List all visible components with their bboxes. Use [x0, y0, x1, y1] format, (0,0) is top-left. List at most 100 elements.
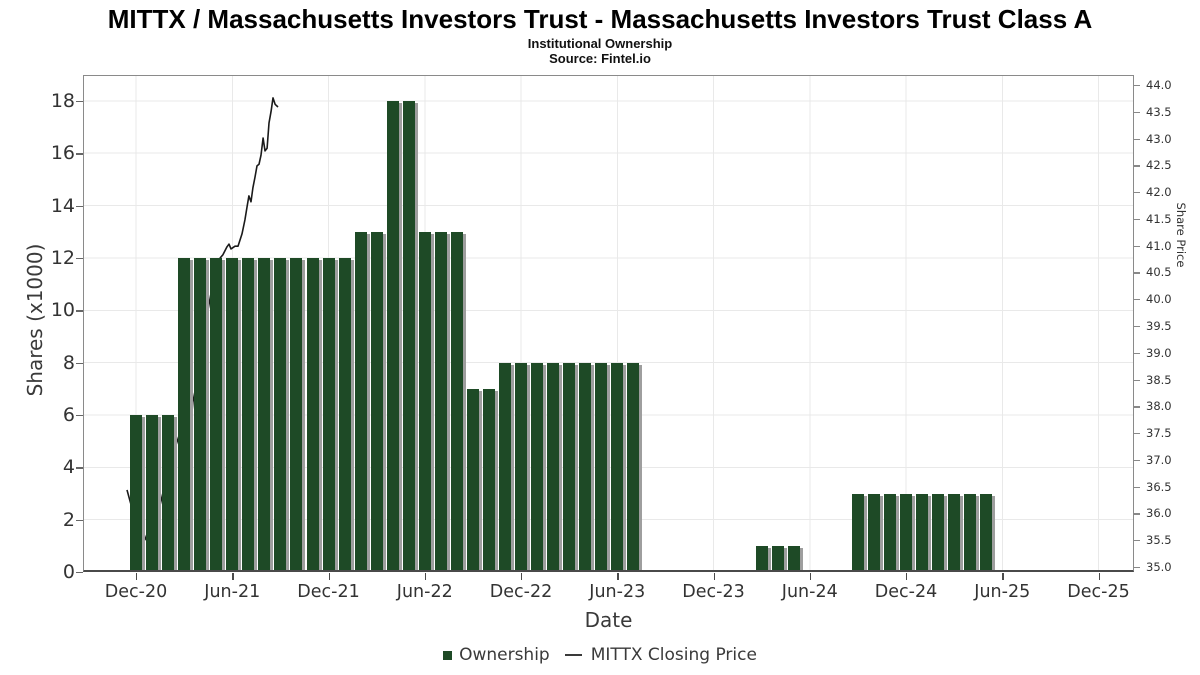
ownership-bar	[178, 257, 191, 572]
ownership-bar	[531, 362, 544, 572]
legend-price-line-swatch	[564, 653, 582, 657]
price-axis-tick-label: 38.5	[1146, 372, 1172, 387]
price-axis-tick	[1134, 272, 1140, 274]
ownership-bar	[579, 362, 592, 572]
y-axis-tick	[76, 100, 83, 103]
ownership-bar	[563, 362, 576, 572]
ownership-bar	[916, 493, 929, 572]
ownership-bar	[226, 257, 239, 572]
price-axis-tick-label: 40.5	[1146, 265, 1172, 280]
ownership-bar	[867, 493, 880, 572]
legend-ownership-label: Ownership	[459, 645, 550, 665]
y-axis-tick-label: 18	[50, 89, 75, 112]
y-axis-tick-label: 2	[62, 508, 75, 531]
y-axis-tick-label: 0	[62, 561, 75, 583]
y-axis-tick	[76, 310, 83, 312]
ownership-bar	[900, 493, 912, 572]
x-axis-tick	[136, 573, 138, 580]
price-axis-tick-label: 43.5	[1146, 104, 1172, 119]
legend: Ownership MITTX Closing Price	[0, 645, 1200, 665]
chart-subtitle: Institutional Ownership	[527, 36, 673, 51]
ownership-bar	[851, 493, 864, 572]
x-axis-tick-label: Jun-25	[974, 582, 1031, 602]
ownership-bar	[755, 545, 768, 572]
price-axis-tick	[1134, 379, 1140, 381]
price-axis-tick	[1134, 111, 1140, 113]
ownership-bar	[210, 257, 223, 572]
y-axis-tick-label: 16	[50, 142, 75, 165]
price-axis-tick	[1134, 540, 1140, 542]
ownership-bar	[386, 100, 399, 572]
x-axis-tick	[1002, 573, 1004, 580]
x-axis-tick-label: Dec-23	[682, 582, 745, 602]
legend-price-label: MITTX Closing Price	[590, 645, 757, 665]
price-axis-tick-label: 36.5	[1146, 479, 1172, 494]
x-axis-tick	[809, 573, 812, 580]
ownership-bar	[771, 545, 784, 572]
x-axis-tick-label: Jun-21	[204, 582, 261, 602]
x-axis-label: Date	[584, 608, 633, 632]
ownership-bar	[338, 257, 351, 572]
price-axis-tick	[1134, 165, 1140, 167]
y-axis-tick	[76, 362, 83, 364]
x-axis-tick	[232, 573, 234, 580]
price-axis-tick-label: 41.5	[1146, 211, 1172, 226]
x-axis-tick-label: Dec-25	[1067, 582, 1130, 602]
x-axis-tick-label: Jun-23	[589, 582, 646, 602]
ownership-bar	[595, 362, 608, 572]
y-axis-tick	[76, 257, 83, 260]
ownership-bar	[194, 257, 207, 572]
price-axis-tick	[1134, 567, 1140, 569]
y-axis-tick	[76, 414, 83, 417]
y-axis-tick-label: 10	[50, 299, 75, 322]
price-axis-tick	[1134, 326, 1140, 328]
price-axis-tick	[1134, 299, 1140, 301]
chart-title: MITTX / Massachusetts Investors Trust - …	[107, 4, 1093, 34]
ownership-bar	[499, 362, 511, 572]
ownership-bar	[547, 362, 560, 572]
y-axis-tick-label: 4	[62, 456, 75, 479]
ownership-bar	[450, 231, 463, 572]
x-axis-tick-label: Dec-24	[874, 582, 938, 602]
ownership-bar	[515, 362, 527, 572]
price-axis-tick-label: 37.5	[1146, 426, 1172, 441]
price-axis-tick	[1134, 352, 1140, 354]
ownership-bar	[370, 231, 383, 572]
price-axis-tick-label: 42.5	[1146, 158, 1172, 173]
ownership-bar	[322, 257, 335, 572]
ownership-bar	[627, 362, 640, 572]
price-axis-tick	[1134, 406, 1140, 408]
price-axis-tick	[1134, 513, 1140, 515]
ownership-bar	[434, 231, 447, 572]
price-axis-tick-label: 43.0	[1146, 131, 1172, 146]
y-axis-tick-label: 8	[62, 351, 75, 374]
ownership-bar	[787, 545, 800, 572]
x-axis-tick-label: Jun-22	[396, 582, 453, 602]
ownership-bar	[306, 257, 319, 572]
ownership-bar	[274, 257, 287, 572]
x-axis-tick	[328, 573, 330, 580]
price-axis-tick-label: 39.5	[1146, 319, 1172, 334]
y-axis-tick	[76, 467, 83, 469]
price-axis-tick	[1134, 218, 1140, 221]
x-axis-tick	[617, 573, 619, 580]
y-axis-label-left: Shares (x1000)	[23, 243, 47, 397]
y-axis-tick	[76, 572, 83, 574]
x-axis-tick-label: Jun-24	[781, 582, 838, 602]
ownership-bar	[482, 388, 495, 572]
ownership-bar	[418, 231, 431, 572]
price-axis-tick-label: 44.0	[1146, 78, 1172, 92]
ownership-bar	[948, 493, 961, 572]
price-axis-tick	[1134, 433, 1140, 435]
plot-area	[83, 75, 1134, 572]
y-axis-label-right: Share Price	[1174, 202, 1188, 268]
x-axis-tick	[424, 573, 427, 580]
ownership-bar	[354, 231, 367, 572]
x-axis-tick-label: Dec-22	[489, 582, 553, 602]
ownership-bar	[290, 257, 303, 572]
ownership-bar	[242, 257, 255, 572]
y-axis-tick	[76, 519, 83, 522]
price-axis-tick-label: 40.0	[1146, 292, 1172, 307]
ownership-bar	[130, 415, 142, 572]
